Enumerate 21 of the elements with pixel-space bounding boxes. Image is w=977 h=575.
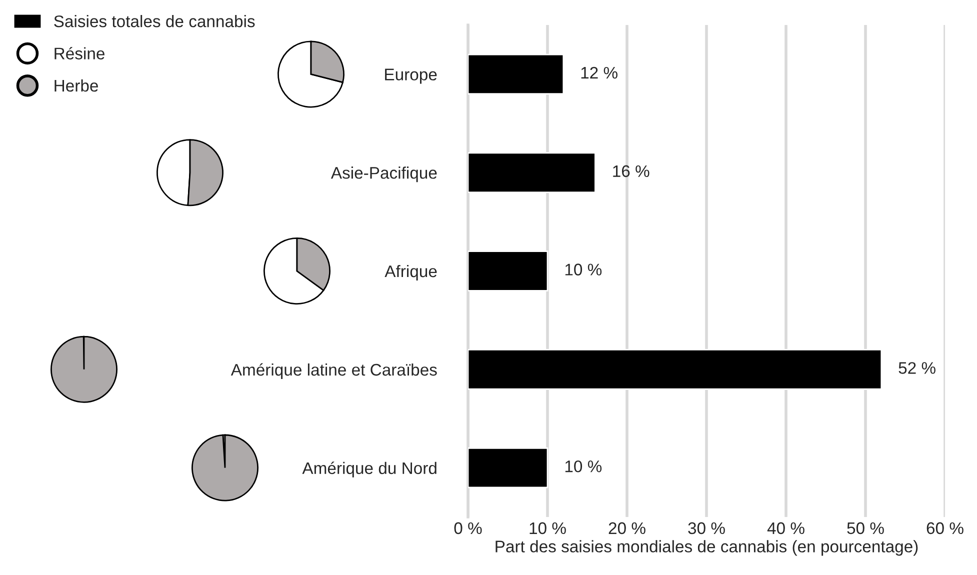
- data-label: 52 %: [898, 362, 936, 374]
- x-tick-label: 60 %: [926, 522, 964, 534]
- legend-label: Saisies totales de cannabis: [54, 15, 255, 28]
- x-tick-label: 30 %: [688, 522, 725, 534]
- x-axis-title: Part des saisies mondiales de cannabis (en pourcentage): [496, 540, 918, 556]
- legend-label: Résine: [54, 47, 104, 60]
- data-label: 16 %: [613, 165, 650, 178]
- y-tick-label: Amérique latine et Caraïbes: [230, 363, 437, 379]
- data-label: 12 %: [581, 66, 618, 79]
- x-tick-label: 40 %: [767, 522, 804, 534]
- x-tick-label: 0 %: [454, 522, 482, 534]
- data-label: 10 %: [565, 460, 602, 472]
- y-tick-label: Europe: [385, 68, 437, 84]
- x-tick-label: 20 %: [608, 522, 646, 534]
- x-tick-label: 50 %: [847, 522, 884, 534]
- y-tick-label: Asie-Pacifique: [330, 166, 437, 182]
- y-tick-label: Afrique: [384, 264, 437, 280]
- data-label: 10 %: [565, 264, 602, 276]
- x-tick-label: 10 %: [530, 522, 566, 534]
- legend-label: Herbe: [54, 79, 98, 92]
- y-tick-label: Amérique du Nord: [302, 462, 436, 478]
